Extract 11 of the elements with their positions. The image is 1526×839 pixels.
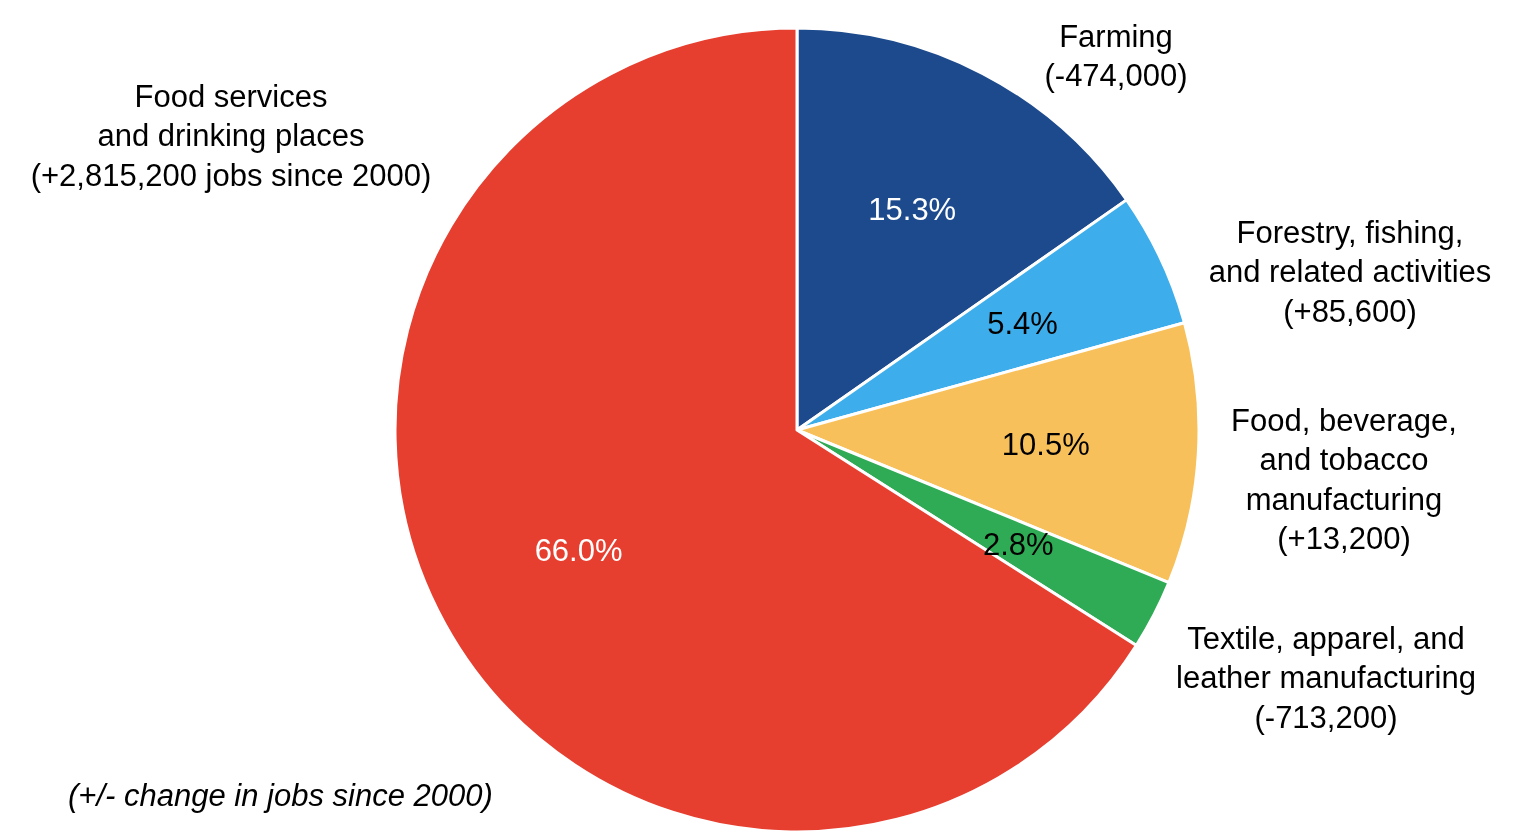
slice-label: Forestry, fishing, and related activities (+85,600) [1208,215,1492,329]
data-label: 66.0% [534,532,623,568]
slice-label: Farming (-474,000) [1044,19,1188,94]
slice-label: Textile, apparel, and leather manufacturing (-713,200) [1176,621,1476,735]
data-label: 2.8% [983,527,1054,563]
data-label: 5.4% [987,306,1058,342]
slice-label: Food services and drinking places (+2,815,200 jobs since 2000) [30,79,432,193]
text: (+/- change in jobs since 2000) [68,778,493,814]
data-label: 10.5% [1001,427,1090,463]
slice-label: Food, beverage, and tobacco manufacturing (+13,200) [1231,403,1457,557]
data-label: 15.3% [868,191,957,227]
